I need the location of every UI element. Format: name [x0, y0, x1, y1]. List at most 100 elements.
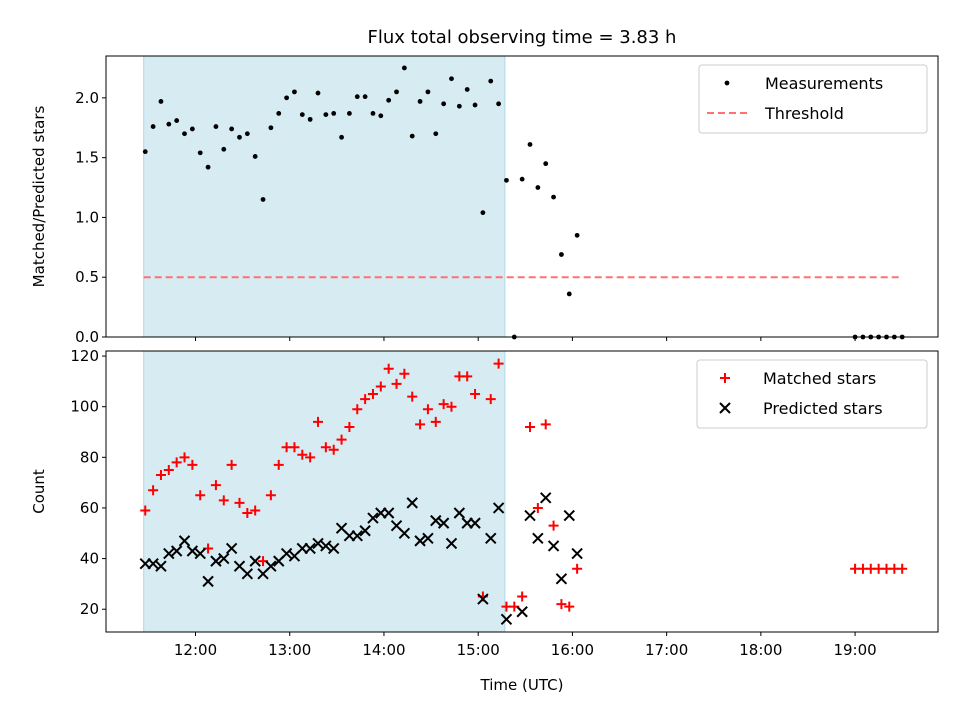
panel-2-series-predicted-stars-point	[398, 527, 411, 539]
panel-1-series-measurements-point	[229, 126, 235, 132]
panel-2-series-matched-stars-point	[242, 508, 253, 519]
panel-2-series-matched-stars-point	[313, 416, 324, 427]
panel-2-series-matched-stars-point	[462, 371, 473, 382]
panel-2-series-matched-stars-point	[422, 404, 433, 415]
panel-1-series-measurements-point	[166, 121, 172, 127]
panel-1-series-measurements-point	[174, 118, 180, 123]
panel-1-legend-measurements-swatch	[724, 80, 730, 86]
panel-2-series-predicted-stars-point	[414, 535, 426, 547]
panel-1-series-measurements-point	[354, 94, 360, 100]
panel-2-series-matched-stars-point	[265, 490, 276, 501]
panel-1-axes-frame	[105, 55, 939, 338]
panel-2-series-matched-stars-point	[564, 601, 575, 612]
panel-2-legend-matched-stars-swatch	[720, 373, 730, 383]
panel-1-series-measurements-point	[488, 78, 494, 84]
panel-1-series-measurements-point	[496, 101, 502, 107]
panel-1-series-measurements-point	[284, 95, 289, 101]
panel-2-series-predicted-stars-point	[320, 540, 332, 552]
panel-2-series-matched-stars-point	[195, 490, 206, 501]
panel-2-series-predicted-stars-point	[265, 560, 277, 572]
panel-2-legend-matched-stars-label: Matched stars	[763, 369, 876, 388]
panel-1-series-measurements-point	[315, 90, 321, 96]
panel-1-series-measurements-point	[378, 113, 384, 119]
panel-2-series-matched-stars-point	[179, 452, 190, 463]
panel-2-series-predicted-stars-point	[469, 517, 481, 529]
panel-2-series-predicted-stars-point	[555, 573, 568, 585]
panel-1-series-measurements-point	[221, 146, 227, 152]
panel-2-xtick-label: 18:00	[739, 641, 782, 659]
panel-2-series-matched-stars-point	[163, 464, 174, 475]
panel-1-series-measurements-point	[449, 76, 454, 82]
panel-1-series-measurements-point	[299, 112, 305, 117]
panel-2-series-matched-stars-point	[336, 434, 347, 445]
panel-2-series-predicted-stars-point	[422, 532, 434, 545]
panel-2-xtick-label: 16:00	[551, 641, 594, 659]
panel-1-series-measurements-point	[566, 291, 572, 297]
panel-2-series-predicted-stars-point	[170, 545, 183, 557]
panel-2-series-predicted-stars-point	[571, 547, 583, 560]
panel-2-series-matched-stars-point	[548, 520, 559, 531]
panel-2-series-predicted-stars-point	[241, 568, 254, 580]
panel-2-series-matched-stars-point	[517, 591, 528, 602]
panel-2-series-matched-stars-point	[525, 421, 536, 432]
panel-2-series-predicted-stars-point	[163, 547, 175, 560]
panel-2-ytick-label: 40	[80, 550, 99, 568]
panel-1-legend-threshold-label: Threshold	[764, 104, 844, 123]
panel-2-series-predicted-stars-point	[500, 613, 513, 626]
panel-1-series-measurements-point	[252, 154, 258, 159]
panel-1-ytick-label: 1.0	[75, 208, 99, 226]
panel-2-series-matched-stars-point	[430, 416, 441, 427]
panel-1-series-measurements-point	[519, 176, 525, 182]
panel-2-series-matched-stars-point	[399, 368, 410, 379]
panel-2-series-predicted-stars-point	[304, 542, 316, 555]
panel-1-series-measurements-point	[268, 125, 274, 131]
panel-2-series-predicted-stars-point	[359, 525, 371, 537]
panel-2-series-matched-stars-point	[352, 404, 363, 415]
panel-2-series-matched-stars-point	[415, 419, 426, 430]
panel-2-series-matched-stars-point	[485, 394, 496, 405]
panel-1-series-measurements-point	[535, 185, 541, 190]
panel-2-series-matched-stars-point	[375, 381, 386, 392]
panel-2-series-predicted-stars-point	[563, 509, 575, 522]
panel-2-ylabel: Count	[30, 469, 48, 514]
panel-2-series-matched-stars-point	[218, 495, 229, 506]
panel-1-series-measurements-point	[307, 116, 313, 122]
panel-2-xtick-label: 19:00	[833, 641, 876, 659]
panel-2-series-matched-stars-point	[250, 505, 261, 516]
panel-2-series-predicted-stars-point	[312, 537, 324, 550]
panel-2-series-predicted-stars-point	[430, 514, 442, 527]
panel-2-series-matched-stars-point	[532, 502, 543, 513]
panel-1-series-measurements-point	[182, 131, 187, 137]
panel-1-ylabel: Matched/Predicted stars	[30, 106, 48, 288]
panel-2-legend-predicted-stars-swatch	[719, 402, 731, 414]
panel-1-series-measurements-point	[394, 89, 399, 95]
panel-2-series-matched-stars-point	[226, 459, 237, 470]
panel-2-series-matched-stars-point	[391, 378, 402, 389]
panel-2-series-matched-stars-point	[171, 457, 182, 468]
panel-1-series-measurements-point	[433, 131, 439, 137]
panel-1-legend-box	[698, 64, 928, 134]
panel-2-series-matched-stars-point	[438, 399, 449, 410]
panel-2-xtick-label: 17:00	[645, 641, 688, 659]
panel-2-series-predicted-stars-point	[532, 532, 544, 545]
panel-1-series-measurements-point	[339, 134, 344, 140]
panel-2-series-matched-stars-point	[140, 505, 151, 516]
panel-2-series-matched-stars-point	[328, 444, 339, 455]
panel-2-series-matched-stars-point	[470, 389, 481, 400]
panel-2-series-matched-stars-point	[493, 358, 504, 369]
panel-1-series-measurements-point	[292, 89, 297, 95]
panel-1-series-measurements-point	[574, 232, 580, 238]
panel-2-legend-predicted-stars-label: Predicted stars	[763, 399, 883, 418]
chart-title: Flux total observing time = 3.83 h	[368, 27, 677, 48]
panel-2-series-predicted-stars-point	[249, 555, 261, 567]
panel-2-series-predicted-stars-point	[225, 542, 238, 555]
panel-2-series-predicted-stars-point	[437, 517, 450, 529]
panel-2-series-predicted-stars-point	[280, 547, 293, 560]
panel-1-series-measurements-point	[237, 134, 242, 140]
panel-2-series-predicted-stars-point	[178, 535, 191, 547]
panel-2-series-matched-stars-point	[367, 389, 378, 400]
panel-1-series-measurements-point	[142, 149, 148, 155]
panel-2-series-matched-stars-point	[210, 480, 221, 491]
panel-1-observing-interval	[143, 55, 506, 338]
panel-2-series-matched-stars-point	[289, 442, 300, 453]
